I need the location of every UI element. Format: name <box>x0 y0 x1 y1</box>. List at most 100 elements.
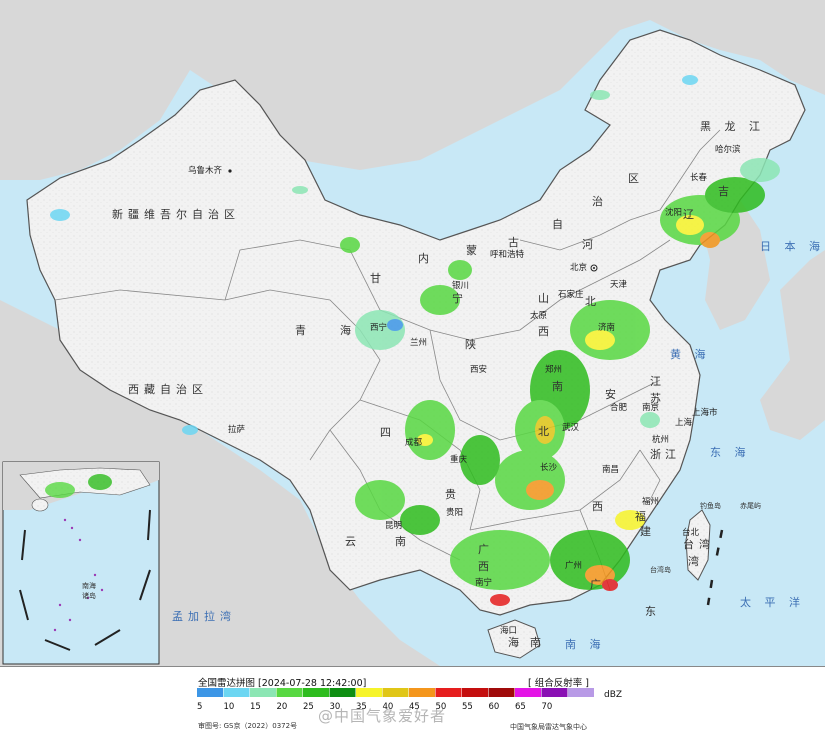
city-kunming: 昆明 <box>385 521 402 531</box>
label-gansu: 甘 <box>370 272 386 285</box>
inset-label-nanhai: 南海 <box>82 581 96 590</box>
label-hubei: 北 <box>538 425 554 438</box>
label-shanxi-2: 西 <box>538 325 554 338</box>
taiwan-island <box>685 509 711 581</box>
watermark: @中国气象爱好者 <box>318 707 447 725</box>
label-qinghai-2: 海 <box>340 323 356 337</box>
legend-swatch <box>435 688 462 697</box>
china-radar-map: 新疆维吾尔自治区 西藏自治区 青 海 内 蒙 古 自 治 区 甘 四 云 南 黑… <box>0 0 825 666</box>
legend-tick-label: 5 <box>197 702 202 712</box>
legend-tick-label: 65 <box>515 702 526 712</box>
label-shanxi: 山 <box>538 292 554 305</box>
label-hebei-2: 北 <box>585 295 601 308</box>
label-chiwei: 赤尾屿 <box>740 501 761 510</box>
label-guangxi-2: 西 <box>478 560 494 573</box>
legend-swatch <box>223 688 250 697</box>
label-huanghai: 黄 海 <box>670 347 711 361</box>
legend-swatch <box>541 688 568 697</box>
label-mengjiala: 孟加拉湾 <box>172 609 236 623</box>
legend-tick-label: 60 <box>489 702 500 712</box>
legend-tick-label: 45 <box>409 702 420 712</box>
city-taiyuan: 太原 <box>530 310 547 321</box>
radar-center: 中国气象局雷达气象中心 <box>510 723 587 731</box>
label-yunnan-1: 云 <box>345 535 361 548</box>
city-beijing: 北京 <box>570 262 587 273</box>
label-xinjiang: 新疆维吾尔自治区 <box>112 207 240 221</box>
city-haerbin: 哈尔滨 <box>715 144 741 155</box>
city-nanning: 南宁 <box>475 577 492 588</box>
legend-tick-label: 20 <box>277 702 288 712</box>
label-jiangxi: 西 <box>592 500 608 513</box>
neighbor-land <box>0 0 825 180</box>
label-henan: 南 <box>552 380 568 393</box>
label-ribenhai: 日 本 海 <box>760 239 825 253</box>
city-guangzhou: 广州 <box>565 560 582 571</box>
label-neimenggu-6: 区 <box>628 172 644 185</box>
label-hebei: 河 <box>582 238 598 251</box>
city-hangzhou: 杭州 <box>652 434 669 445</box>
label-taiwan-island: 台湾岛 <box>650 565 671 574</box>
approval-number: 审图号: GS京（2022）0372号 <box>198 722 298 730</box>
label-jiangsu: 江 <box>650 375 666 388</box>
legend-tick-label: 25 <box>303 702 314 712</box>
legend-tick-label: 40 <box>383 702 394 712</box>
label-guizhou: 贵 <box>445 488 461 501</box>
legend-unit: dBZ <box>604 690 623 700</box>
label-neimenggu-3: 古 <box>508 236 524 249</box>
label-heilongjiang: 黑 龙 江 <box>700 120 765 133</box>
legend-tick-label: 55 <box>462 702 473 712</box>
label-yunnan-2: 南 <box>395 535 411 548</box>
label-neimenggu-2: 蒙 <box>466 244 482 257</box>
legend-swatch <box>250 688 276 697</box>
label-jiangsu-2: 苏 <box>650 392 666 405</box>
city-shanghaishi: 上海市 <box>692 407 718 418</box>
label-jilin: 吉 <box>718 185 734 198</box>
label-shaanxi: 陕 <box>465 337 481 351</box>
legend-tick-label: 15 <box>250 702 261 712</box>
city-wulumuqi: 乌鲁木齐 <box>188 165 223 176</box>
city-shanghai: 上海 <box>675 417 693 428</box>
label-guangdong-2: 东 <box>645 605 661 618</box>
city-changchun: 长春 <box>690 172 708 183</box>
legend-swatch <box>568 688 594 697</box>
legend-swatch <box>356 688 382 697</box>
label-hainan: 海 <box>508 635 524 649</box>
city-taibei: 台北 <box>682 527 700 538</box>
label-xizang: 西藏自治区 <box>128 382 208 396</box>
legend-swatch <box>382 688 409 697</box>
legend-swatch <box>488 688 515 697</box>
japan-islands <box>760 250 825 440</box>
dbz-color-legend: 5 10 15 20 25 30 35 40 45 50 55 60 65 70 <box>197 688 594 712</box>
label-donghai: 东 海 <box>710 445 751 459</box>
label-neimenggu-4: 自 <box>552 218 568 231</box>
city-yinchuan: 银川 <box>452 280 469 291</box>
radar-title: 全国雷达拼图 [2024-07-28 12:42:00] <box>198 678 367 689</box>
label-guangdong: 广 <box>590 578 606 591</box>
city-nanjing: 南京 <box>642 402 659 413</box>
city-shijiazhuang: 石家庄 <box>558 289 584 300</box>
inset-label-zhudao: 诸岛 <box>82 591 96 600</box>
label-taiwan-2: 湾 <box>688 554 704 568</box>
legend-swatch <box>276 688 303 697</box>
label-nanhai: 南 海 <box>565 637 606 651</box>
city-lasa: 拉萨 <box>228 424 246 435</box>
south-china-sea-inset: 南海 诸岛 <box>2 461 160 665</box>
city-xining: 西宁 <box>370 322 387 333</box>
legend-swatch <box>329 688 356 697</box>
city-wuhan: 武汉 <box>562 422 580 433</box>
label-fujian: 福 <box>635 509 651 523</box>
city-guiyang: 贵阳 <box>446 507 463 518</box>
label-qinghai-1: 青 <box>295 324 311 337</box>
label-taipingyang: 太 平 洋 <box>740 595 805 609</box>
label-liaoning: 辽 <box>683 208 699 221</box>
legend-swatch <box>409 688 435 697</box>
label-guangxi: 广 <box>478 543 494 556</box>
city-zhengzhou: 郑州 <box>545 364 562 375</box>
label-diaoyu: 钓鱼岛 <box>700 501 721 510</box>
legend-swatch <box>197 688 223 697</box>
china-territory <box>26 29 806 616</box>
city-chongqing: 重庆 <box>450 454 468 465</box>
city-changsha: 长沙 <box>540 462 558 473</box>
city-huhehaote: 呼和浩特 <box>490 249 525 260</box>
label-zhejiang-2: 江 <box>665 448 681 461</box>
